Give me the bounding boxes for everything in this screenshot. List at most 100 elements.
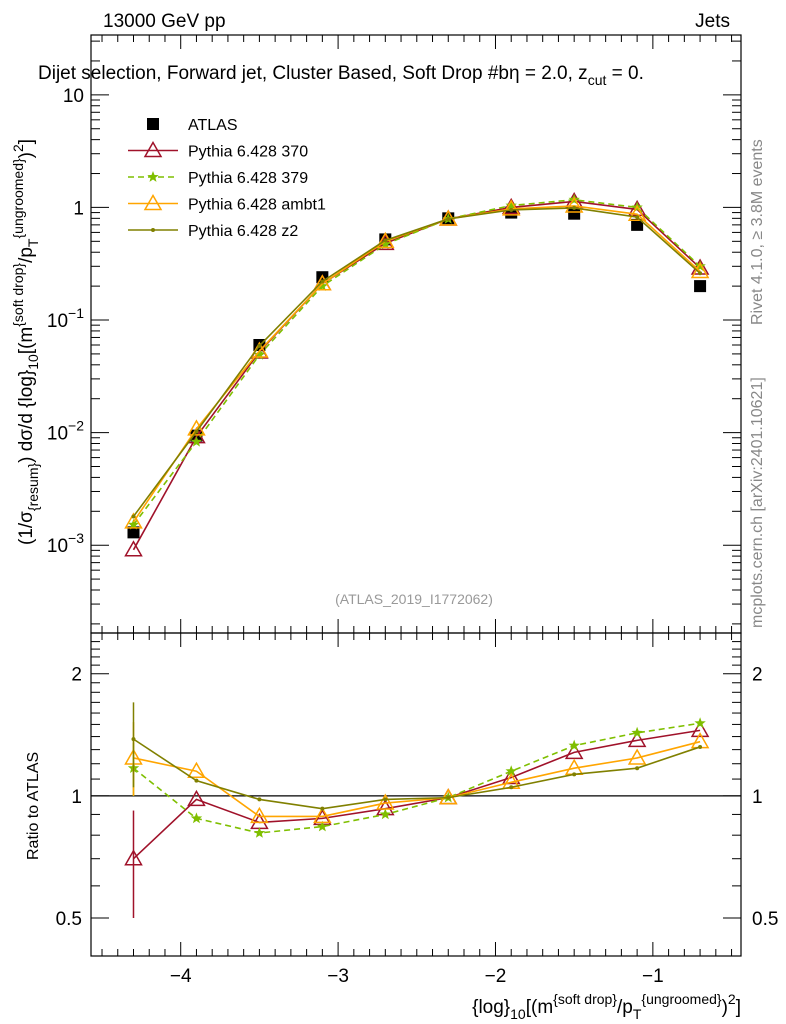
legend-item: Pythia 6.428 z2 xyxy=(128,223,298,240)
legend-label: Pythia 6.428 379 xyxy=(188,170,308,187)
data-point xyxy=(635,215,640,220)
data-point xyxy=(627,204,647,221)
data-point xyxy=(383,238,388,243)
y-tick-label: 10 xyxy=(63,86,84,107)
data-point xyxy=(572,205,577,210)
y-tick-base: 10 xyxy=(47,424,68,445)
series-2 xyxy=(127,193,706,530)
data-point xyxy=(376,793,395,810)
header-left: 13000 GeV pp xyxy=(103,11,226,32)
y-axis-label: (1/σ{resum}) dσ/d {log}10[(m{soft drop}/… xyxy=(10,139,41,545)
x-tick-label: −4 xyxy=(170,966,192,987)
data-point xyxy=(694,280,707,293)
data-point xyxy=(568,739,580,751)
data-point xyxy=(127,526,140,539)
label-piece: {ungroomed} xyxy=(641,991,722,1007)
series-3 xyxy=(124,196,710,529)
series-1 xyxy=(124,191,710,557)
y-tick-exponent: −1 xyxy=(68,305,84,321)
label-piece: ) xyxy=(722,997,728,1018)
data-point xyxy=(383,797,388,802)
ratio-tick-label: 2 xyxy=(71,665,82,686)
label-piece: Dijet selection, Forward jet, Cluster Ba… xyxy=(38,63,509,84)
data-point xyxy=(151,228,155,232)
ratio-line xyxy=(133,740,701,818)
data-point xyxy=(505,206,518,219)
y-tick-exponent: −3 xyxy=(68,530,84,546)
mcplots-label: mcplots.cern.ch [arXiv:2401.10621] xyxy=(749,377,766,628)
ratio-series-2 xyxy=(127,717,706,838)
x-tick-label: −3 xyxy=(327,966,349,987)
label-piece: ] xyxy=(16,139,37,144)
x-tick-label: −1 xyxy=(642,966,664,987)
y-tick-base: 10 xyxy=(47,536,68,557)
analysis-watermark: (ATLAS_2019_I1772062) xyxy=(335,591,493,607)
label-piece: {soft drop} xyxy=(553,991,617,1007)
data-point xyxy=(572,772,577,777)
label-piece: cut xyxy=(588,72,607,88)
label-piece: {log} xyxy=(472,997,510,1018)
legend-label: Pythia 6.428 z2 xyxy=(188,223,298,240)
data-point xyxy=(253,348,266,360)
label-piece: = 0. xyxy=(606,63,644,84)
data-point xyxy=(690,720,710,738)
data-point xyxy=(694,260,706,272)
series-line xyxy=(132,207,701,517)
ratio-series-1 xyxy=(124,720,710,918)
data-point xyxy=(501,767,521,785)
data-point xyxy=(568,207,581,220)
data-point xyxy=(698,271,703,276)
header-right: Jets xyxy=(695,11,730,32)
plot-title: Dijet selection, Forward jet, Cluster Ba… xyxy=(38,63,644,88)
data-point xyxy=(501,199,521,216)
label-piece: 2 xyxy=(10,144,26,152)
ratio-series-4 xyxy=(131,702,703,811)
data-point xyxy=(316,280,329,291)
ratio-panel: −4 −3 −2 −1 0.5 0.5 1 1 2 2 xyxy=(56,632,778,987)
ratio-tick-label-right: 2 xyxy=(752,665,763,686)
data-point xyxy=(257,797,262,802)
data-point xyxy=(127,518,140,530)
ratio-y-axis-label: Ratio to ATLAS xyxy=(25,752,42,860)
ratio-line xyxy=(132,722,701,834)
label-piece: ) xyxy=(16,152,37,158)
data-point xyxy=(446,795,451,800)
data-point xyxy=(194,429,199,434)
y-tick-label: 1 xyxy=(73,198,84,219)
data-point xyxy=(635,766,640,771)
data-point xyxy=(313,274,332,291)
data-point xyxy=(379,238,391,250)
data-point xyxy=(124,512,143,529)
legend-item: Pythia 6.428 ambt1 xyxy=(128,193,326,214)
label-piece: (1/σ xyxy=(16,511,37,545)
legend-label: Pythia 6.428 ambt1 xyxy=(188,197,326,214)
label-piece: ) dσ/d {log} xyxy=(16,370,37,463)
label-piece: ] xyxy=(736,997,741,1018)
legend-item: Pythia 6.428 379 xyxy=(128,170,308,187)
series-line xyxy=(132,205,701,523)
ratio-frame-border xyxy=(90,632,742,957)
data-point xyxy=(509,207,514,212)
data-point xyxy=(187,761,206,778)
data-point xyxy=(627,730,647,748)
legend-label: ATLAS xyxy=(188,117,238,134)
y-tick-label: 10−1 xyxy=(47,305,84,332)
label-piece: {ungroomed} xyxy=(10,158,26,239)
ratio-line xyxy=(133,738,701,810)
y-tick-label: 10−3 xyxy=(47,530,84,557)
data-point xyxy=(250,806,269,824)
y-tick-base: 10 xyxy=(47,311,68,332)
label-piece: /p xyxy=(16,247,37,263)
data-point xyxy=(505,199,517,211)
label-piece: T xyxy=(633,1006,642,1022)
data-point xyxy=(509,785,514,790)
data-point xyxy=(187,419,206,436)
data-point xyxy=(376,231,395,249)
ratio-tick-label: 0.5 xyxy=(56,909,82,930)
rivet-label: Rivet 4.1.0, ≥ 3.8M events xyxy=(749,139,766,325)
label-piece: 2 xyxy=(728,991,736,1007)
data-point xyxy=(147,118,159,130)
label-piece: η = 2.0, z xyxy=(509,63,588,84)
